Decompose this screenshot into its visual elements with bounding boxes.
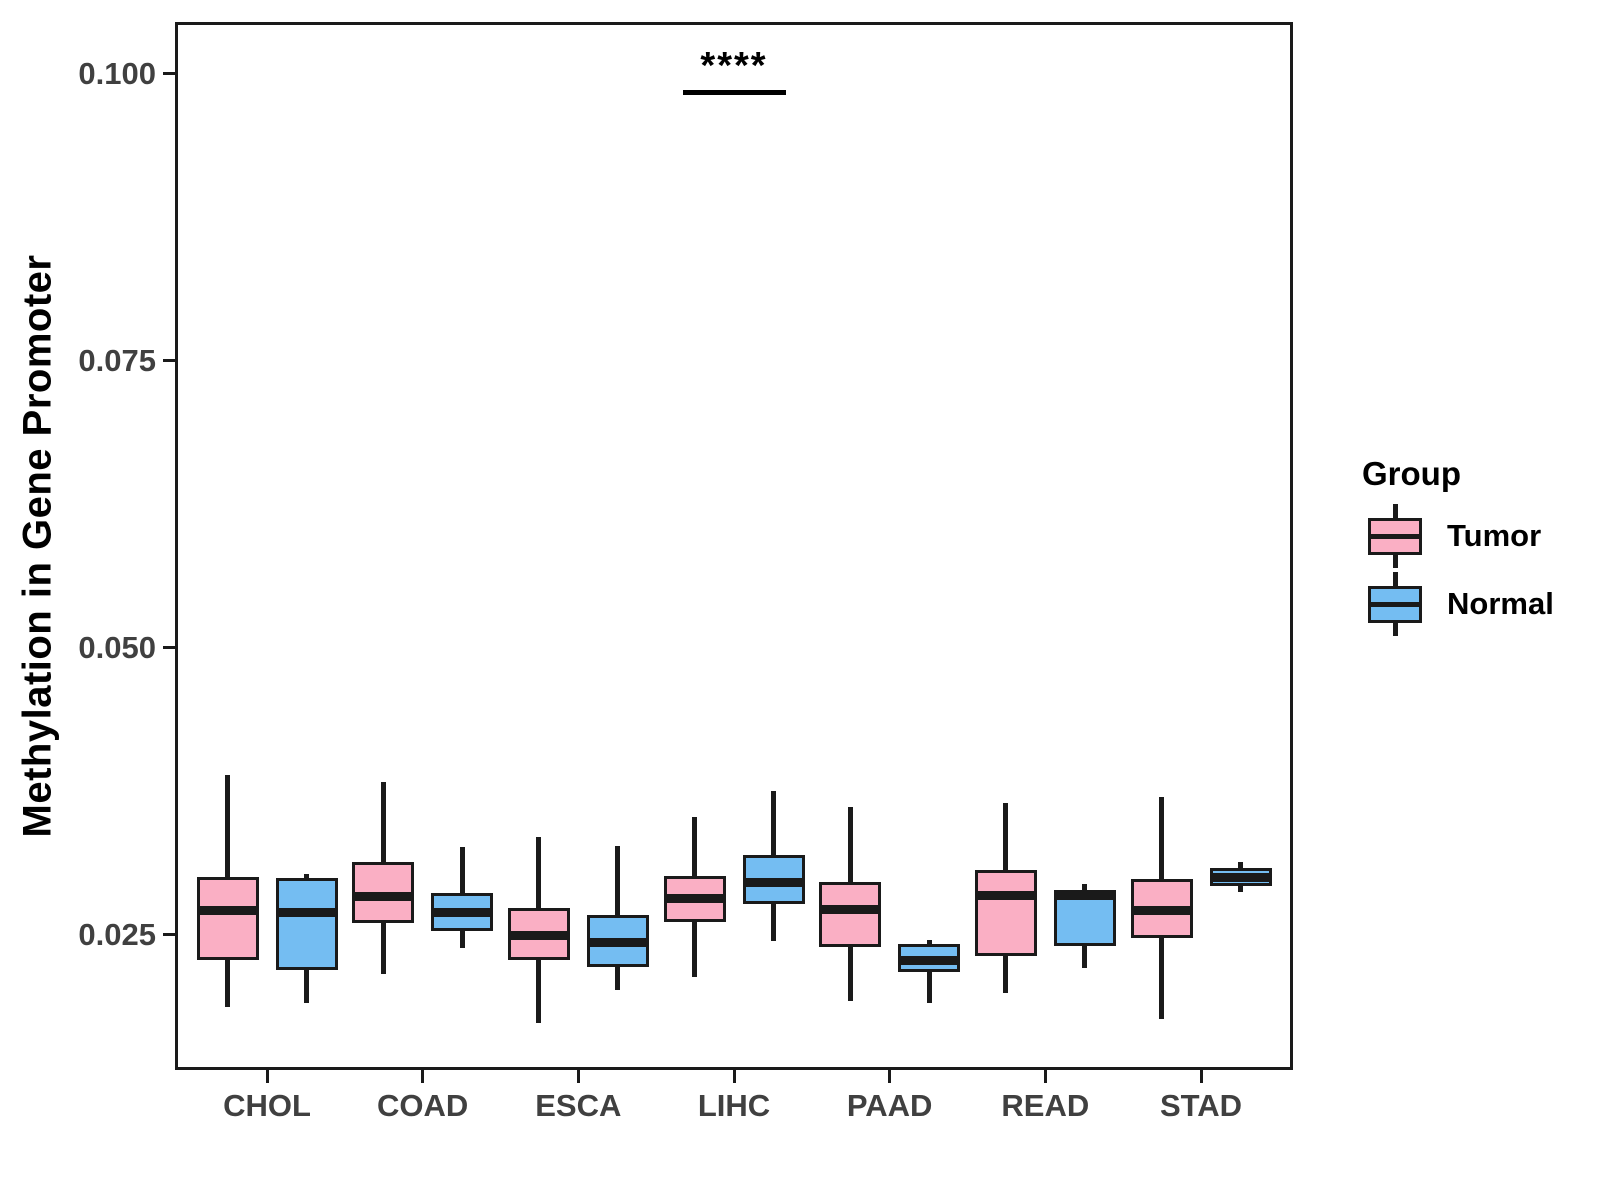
y-axis-tick-label: 0.100 (78, 55, 156, 91)
x-axis-category-label: LIHC (697, 1088, 771, 1123)
y-axis-title: Methylation in Gene Promoter (15, 254, 60, 838)
x-axis-category-label: ESCA (535, 1088, 622, 1123)
median-tumor-STAD (1130, 905, 1193, 915)
y-axis-tick-label: 0.025 (78, 916, 156, 952)
median-tumor-ESCA (507, 931, 570, 941)
y-axis-tick-label: 0.050 (78, 629, 156, 665)
significance-stars: **** (700, 45, 768, 87)
legend-title: Group (1362, 455, 1461, 492)
box-tumor-READ (974, 870, 1037, 957)
x-axis-tick (1199, 1070, 1203, 1083)
median-tumor-LIHC (663, 894, 726, 904)
y-axis-tick (163, 933, 175, 937)
legend-glyph-median-normal (1368, 601, 1422, 607)
y-axis-tick (163, 646, 175, 650)
x-axis-category-label: READ (1001, 1088, 1090, 1123)
median-tumor-COAD (352, 892, 415, 902)
x-axis-tick (265, 1070, 269, 1083)
x-axis-tick (1043, 1070, 1047, 1083)
y-axis-tick-label: 0.075 (78, 342, 156, 378)
significance-line (682, 90, 786, 95)
median-normal-CHOL (275, 908, 338, 918)
y-axis-tick (163, 72, 175, 76)
box-tumor-PAAD (819, 881, 882, 948)
plot-panel (175, 22, 1293, 1070)
legend-label-normal: Normal (1447, 586, 1554, 621)
x-axis-category-label: STAD (1159, 1088, 1243, 1123)
median-normal-ESCA (586, 938, 649, 948)
x-axis-tick (732, 1070, 736, 1083)
median-normal-PAAD (898, 956, 961, 966)
box-tumor-CHOL (196, 877, 259, 960)
x-axis-category-label: CHOL (223, 1088, 311, 1123)
legend-glyph-median-tumor (1368, 533, 1422, 539)
median-normal-COAD (431, 908, 494, 918)
median-normal-READ (1053, 891, 1116, 901)
median-tumor-READ (974, 891, 1037, 901)
median-tumor-PAAD (819, 904, 882, 914)
median-normal-LIHC (742, 878, 805, 888)
x-axis-category-label: PAAD (846, 1088, 933, 1123)
y-axis-tick (163, 359, 175, 363)
x-axis-tick (421, 1070, 425, 1083)
median-tumor-CHOL (196, 905, 259, 915)
median-normal-STAD (1209, 872, 1272, 882)
box-normal-CHOL (275, 878, 338, 971)
x-axis-category-label: COAD (377, 1088, 469, 1123)
x-axis-tick (888, 1070, 892, 1083)
legend-label-tumor: Tumor (1447, 518, 1542, 553)
x-axis-tick (576, 1070, 580, 1083)
